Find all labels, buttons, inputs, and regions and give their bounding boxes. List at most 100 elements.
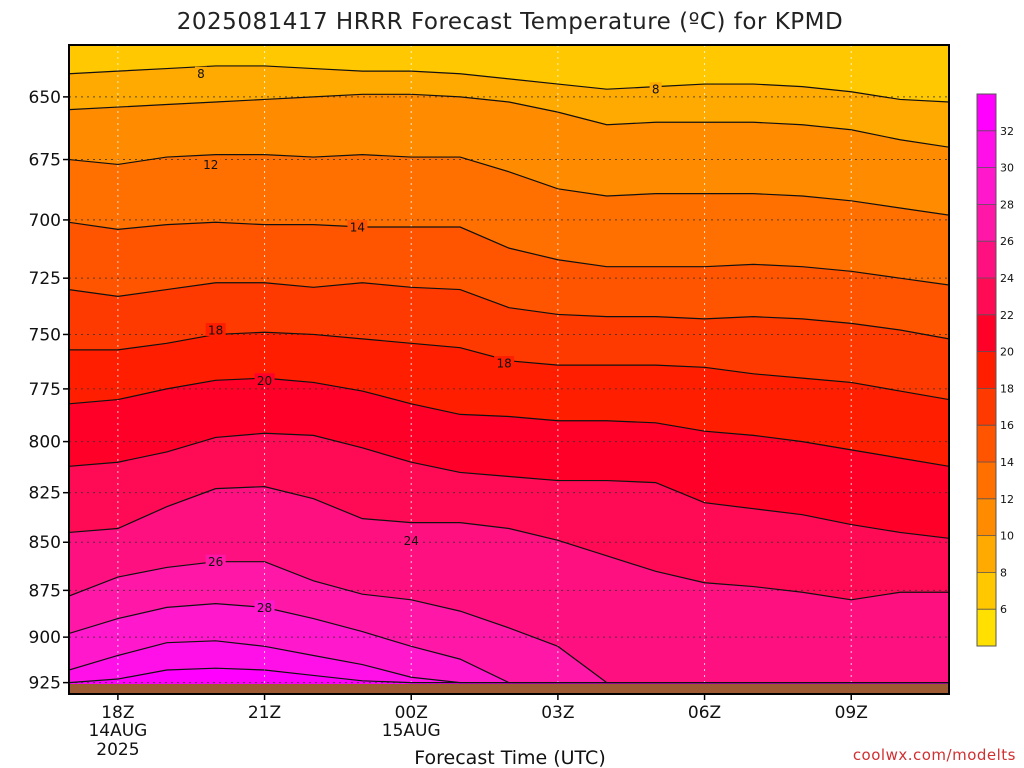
colorbar-label-14: 14 [1000, 456, 1014, 469]
colorbar-swatch-28 [977, 167, 996, 205]
contour-label-28: 28 [257, 601, 272, 615]
contour-label-26: 26 [208, 555, 223, 569]
x-tick-label-21Z: 21Z [248, 703, 281, 723]
y-tick-label-775: 775 [29, 380, 61, 400]
colorbar-label-30: 30 [1000, 162, 1014, 175]
y-axis: 650 675 700 725 750 775 800 825 850 875 900 925 [29, 88, 69, 694]
contour-24 [69, 486, 949, 601]
contour-label-bg-6 [254, 373, 275, 387]
x-tick-label-18Z: 18Z [101, 703, 134, 723]
colorbar-swatch-16 [977, 388, 996, 426]
colorbar-swatch-18 [977, 351, 996, 389]
x-axis-label: Forecast Time (UTC) [414, 747, 605, 768]
colorbar-swatch-30 [977, 130, 996, 169]
colorbar-label-26: 26 [1000, 235, 1014, 248]
band-10 [69, 94, 949, 216]
contour-12 [69, 154, 949, 216]
credit-text: coolwx.com/modelts [853, 746, 1016, 764]
colorbar-label-6: 6 [1000, 603, 1007, 616]
y-tick-label-850: 850 [29, 533, 61, 553]
plot-frame [68, 44, 950, 695]
band-22 [69, 433, 949, 600]
colorbar-label-32: 32 [1000, 125, 1014, 138]
band-14 [69, 222, 949, 339]
band-8 [69, 65, 949, 148]
colorbar-swatch-22 [977, 278, 996, 316]
y-tick-label-700: 700 [29, 211, 61, 231]
contour-label-bg-1 [649, 82, 662, 96]
x-tick-date-00Z: 15AUG [382, 721, 441, 741]
y-tick-label-675: 675 [29, 151, 61, 171]
contour-10 [69, 93, 949, 148]
x-tick-date-18Z: 14AUG [88, 721, 147, 741]
colorbar-swatch-12 [977, 462, 996, 500]
colorbar: 6 8 10 12 14 16 18 20 22 24 26 28 30 32 [976, 93, 1014, 647]
contour-label-bg-0 [195, 66, 207, 80]
contour-label-20: 20 [257, 374, 272, 388]
colorbar-swatch-4 [977, 609, 996, 647]
contour-label-8: 8 [652, 83, 660, 97]
band-below-8 [69, 45, 949, 102]
y-tick-label-900: 900 [29, 628, 61, 648]
contour-label-12: 12 [203, 158, 218, 172]
band-26 [69, 561, 949, 683]
colorbar-swatch-14 [977, 425, 996, 463]
colorbar-swatch-32 [977, 94, 996, 132]
colorbar-swatch-10 [977, 498, 996, 537]
contour-16 [69, 282, 949, 340]
colorbar-label-28: 28 [1000, 198, 1014, 211]
colorbar-label-12: 12 [1000, 493, 1014, 506]
contour-label-24: 24 [404, 534, 419, 548]
x-tick-label-03Z: 03Z [541, 703, 574, 723]
contour-label-bg-3 [347, 220, 368, 234]
colorbar-swatch-6 [977, 572, 996, 610]
band-12 [69, 154, 949, 286]
y-tick-label-750: 750 [29, 325, 61, 345]
contour-label-bg-9 [254, 600, 275, 614]
contour-8 [69, 65, 949, 103]
colorbar-label-18: 18 [1000, 382, 1014, 395]
contour-label-18: 18 [496, 356, 511, 370]
ground-band [69, 684, 949, 694]
contour-14 [69, 221, 949, 286]
colorbar-swatch-8 [977, 535, 996, 573]
contour-20 [69, 377, 949, 467]
y-tick-label-875: 875 [29, 581, 61, 601]
colorbar-frame [976, 93, 997, 647]
colorbar-swatch-24 [977, 241, 996, 279]
contour-label-bg-5 [494, 355, 515, 369]
colorbar-label-16: 16 [1000, 419, 1014, 432]
contour-32 [69, 667, 949, 684]
contour-label-14: 14 [350, 221, 365, 235]
contour-label-18: 18 [208, 324, 223, 338]
band-20 [69, 378, 949, 539]
y-tick-label-800: 800 [29, 433, 61, 453]
y-tick-label-825: 825 [29, 484, 61, 504]
contour-label-8: 8 [197, 67, 205, 81]
colorbar-swatch-20 [977, 314, 996, 353]
y-tick-label-650: 650 [29, 88, 61, 108]
colorbar-swatch-26 [977, 204, 996, 242]
y-tick-label-925: 925 [29, 674, 61, 694]
band-24 [69, 486, 949, 683]
colorbar-label-8: 8 [1000, 566, 1007, 579]
contour-lines [69, 65, 949, 684]
contour-label-bg-4 [205, 323, 226, 337]
band-28 [69, 603, 949, 683]
colorbar-label-20: 20 [1000, 346, 1014, 359]
contour-22 [69, 432, 949, 539]
contour-labels: 8 8 12 14 18 18 20 24 26 28 [195, 66, 662, 615]
contour-label-bg-8 [205, 554, 226, 568]
x-tick-label-09Z: 09Z [835, 703, 868, 723]
colorbar-label-24: 24 [1000, 272, 1014, 285]
colorbar-label-22: 22 [1000, 309, 1014, 322]
y-tick-label-725: 725 [29, 269, 61, 289]
x-tick-label-00Z: 00Z [395, 703, 428, 723]
chart-title: 2025081417 HRRR Forecast Temperature (ºC… [177, 9, 843, 35]
x-tick-year-18Z: 2025 [96, 740, 139, 760]
colorbar-label-10: 10 [1000, 530, 1014, 543]
contour-label-bg-7 [401, 533, 422, 547]
contour-label-bg-2 [200, 157, 221, 171]
